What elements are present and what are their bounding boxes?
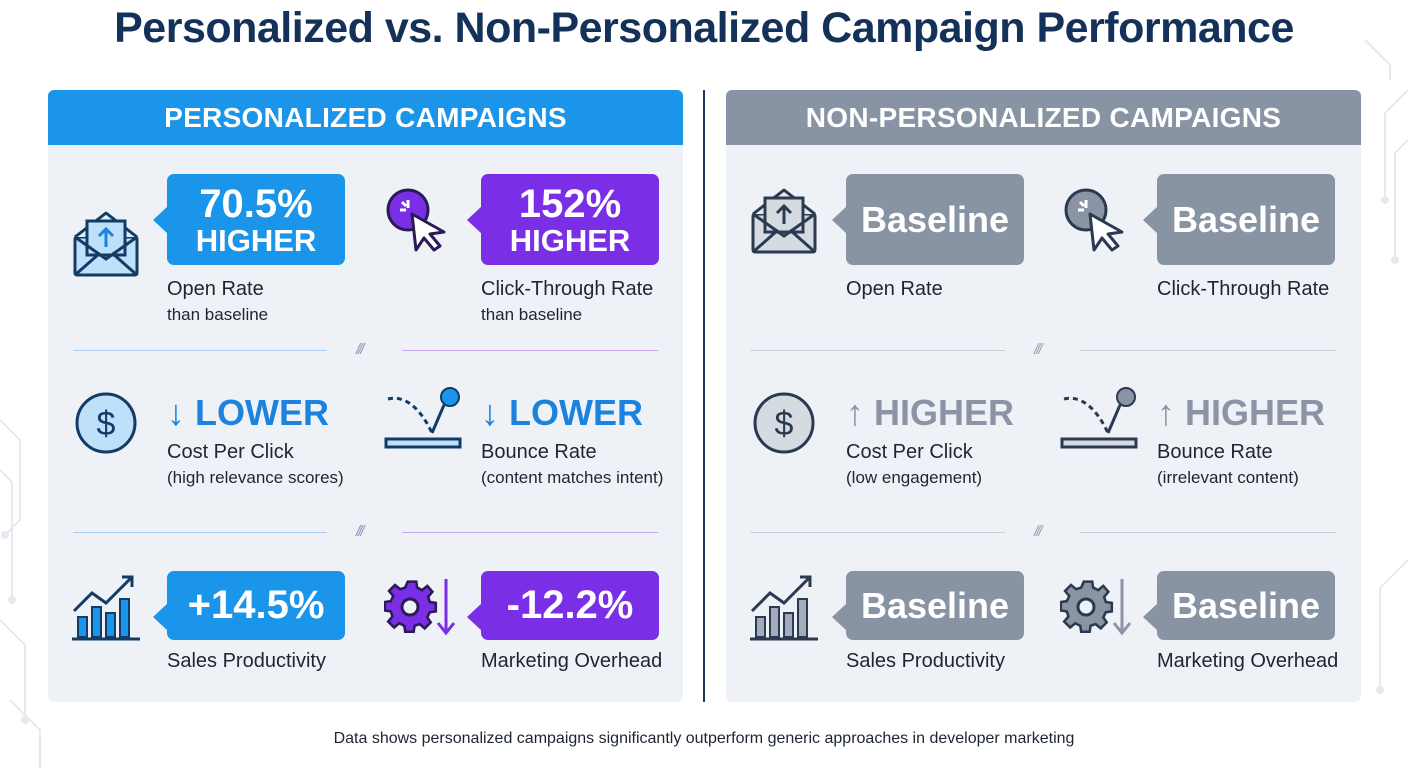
bounce-trend: ↓ LOWER: [481, 392, 643, 433]
sales-callout: +14.5%: [153, 571, 345, 640]
ctr-callout: Baseline: [1143, 174, 1335, 265]
non-personalized-panel-header: NON-PERSONALIZED CAMPAIGNS: [726, 90, 1361, 145]
separator-mark: ///: [356, 341, 364, 358]
ctr-callout: 152% HIGHER: [467, 174, 659, 265]
separator-line: [1080, 532, 1336, 533]
cpc-sub: (low engagement): [846, 468, 983, 487]
svg-text:$: $: [97, 405, 116, 443]
open-rate-callout: Baseline: [832, 174, 1024, 265]
bounce-icon: [1060, 387, 1138, 449]
center-divider: [703, 90, 705, 702]
personalized-panel: PERSONALIZED CAMPAIGNS 70.5% HIGHER Open…: [48, 90, 683, 702]
open-rate-value: 70.5%: [199, 182, 313, 226]
separator-line: [73, 532, 327, 533]
cpc-trend: ↓ LOWER: [167, 392, 329, 433]
overhead-value: -12.2%: [506, 583, 634, 627]
ctr-value: Baseline: [1171, 199, 1321, 240]
dollar-icon: $: [753, 392, 815, 454]
open-rate-sub: than baseline: [167, 305, 269, 324]
sales-callout: Baseline: [832, 571, 1024, 640]
separator-mark: ///: [1034, 341, 1042, 358]
cpc-label: Cost Per Click: [167, 441, 294, 463]
growth-chart-icon: [72, 575, 140, 641]
page-title: Personalized vs. Non-Personalized Campai…: [114, 4, 1294, 52]
cursor-click-icon: [386, 188, 446, 252]
bounce-sub: (content matches intent): [481, 468, 664, 487]
separator-line: [402, 350, 658, 351]
separator-line: [1080, 350, 1336, 351]
footnote: Data shows personalized campaigns signif…: [333, 730, 1075, 747]
separator-mark: ///: [356, 523, 364, 540]
bounce-sub: (irrelevant content): [1157, 468, 1299, 487]
overhead-callout: Baseline: [1143, 571, 1335, 640]
cursor-click-icon: [1064, 188, 1124, 252]
sales-label: Sales Productivity: [846, 650, 1005, 672]
growth-chart-icon: [750, 575, 818, 641]
cpc-trend: ↑ HIGHER: [846, 392, 1015, 433]
bounce-label: Bounce Rate: [1157, 441, 1273, 463]
gear-down-icon: [1060, 579, 1132, 636]
separator-line: [73, 350, 327, 351]
ctr-value: 152%: [518, 182, 622, 226]
personalized-panel-header: PERSONALIZED CAMPAIGNS: [48, 90, 683, 145]
separator-line: [750, 350, 1005, 351]
overhead-label: Marketing Overhead: [481, 650, 663, 672]
bounce-trend: ↑ HIGHER: [1157, 392, 1326, 433]
dollar-icon: $: [75, 392, 137, 454]
sales-label: Sales Productivity: [167, 650, 326, 672]
ctr-sub: than baseline: [481, 305, 583, 324]
envelope-icon: [73, 211, 139, 277]
overhead-callout: -12.2%: [467, 571, 659, 640]
cpc-sub: (high relevance scores): [167, 468, 344, 487]
open-rate-label: Open Rate: [167, 278, 264, 300]
overhead-label: Marketing Overhead: [1157, 650, 1339, 672]
open-rate-callout: 70.5% HIGHER: [153, 174, 345, 265]
ctr-qualifier: HIGHER: [509, 223, 631, 258]
bounce-icon: [384, 387, 462, 449]
non-personalized-panel: NON-PERSONALIZED CAMPAIGNS Baseline Open…: [726, 90, 1361, 702]
open-rate-value: Baseline: [860, 199, 1010, 240]
svg-text:$: $: [775, 405, 794, 443]
envelope-icon: [751, 188, 817, 254]
ctr-label: Click-Through Rate: [1157, 278, 1330, 300]
overhead-value: Baseline: [1171, 585, 1321, 626]
open-rate-label: Open Rate: [846, 278, 943, 300]
sales-value: Baseline: [860, 585, 1010, 626]
ctr-label: Click-Through Rate: [481, 278, 654, 300]
cpc-label: Cost Per Click: [846, 441, 973, 463]
gear-down-icon: [384, 579, 456, 636]
open-rate-qualifier: HIGHER: [195, 223, 317, 258]
separator-mark: ///: [1034, 523, 1042, 540]
separator-line: [402, 532, 658, 533]
sales-value: +14.5%: [187, 583, 325, 627]
separator-line: [750, 532, 1005, 533]
bounce-label: Bounce Rate: [481, 441, 597, 463]
